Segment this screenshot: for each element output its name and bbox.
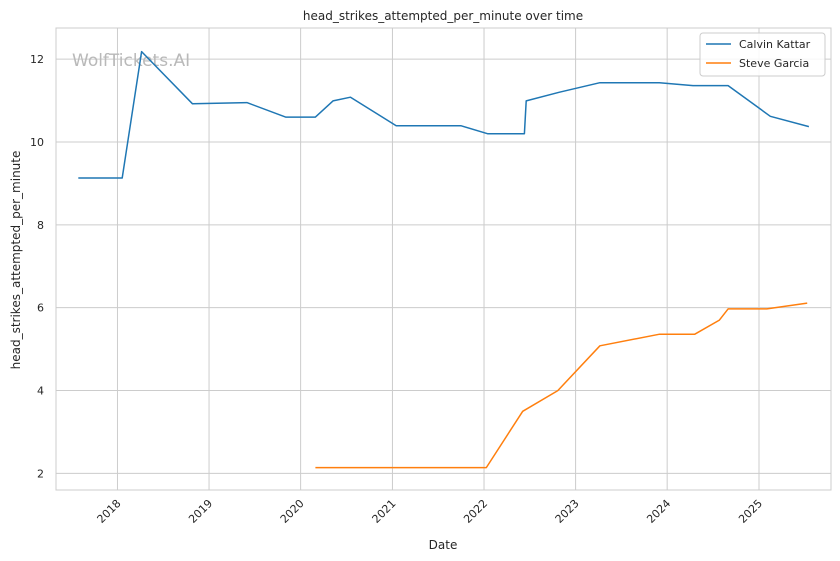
legend-box <box>699 32 826 77</box>
x-tick-label: 2019 <box>186 497 215 526</box>
y-tick-label: 6 <box>37 302 44 315</box>
y-tick-label: 8 <box>37 219 44 232</box>
x-tick-label: 2023 <box>553 497 582 526</box>
y-tick-label: 4 <box>37 385 44 398</box>
legend: Calvin Kattar Steve Garcia <box>699 32 826 77</box>
x-tick-label: 2021 <box>370 497 399 526</box>
x-tick-label: 2018 <box>95 497 124 526</box>
legend-label: Steve Garcia <box>739 57 809 70</box>
y-axis: 2 4 6 8 10 12 <box>30 53 44 480</box>
y-tick-label: 12 <box>30 53 44 66</box>
chart-title: head_strikes_attempted_per_minute over t… <box>303 9 583 23</box>
watermark: WolfTickets.AI <box>72 51 190 71</box>
x-tick-label: 2022 <box>461 497 490 526</box>
series-line <box>315 302 808 469</box>
series-line <box>78 50 810 179</box>
x-tick-label: 2024 <box>644 497 673 526</box>
x-axis: 2018 2019 2020 2021 2022 2023 2024 2025 <box>95 497 766 526</box>
y-tick-label: 2 <box>37 467 44 480</box>
plot-area <box>55 27 832 491</box>
x-tick-label: 2020 <box>278 497 307 526</box>
series-layer <box>78 50 810 469</box>
legend-label: Calvin Kattar <box>739 38 811 51</box>
x-tick-label: 2025 <box>736 497 765 526</box>
y-axis-title: head_strikes_attempted_per_minute <box>9 151 23 370</box>
x-axis-title: Date <box>429 538 458 552</box>
y-tick-label: 10 <box>30 136 44 149</box>
